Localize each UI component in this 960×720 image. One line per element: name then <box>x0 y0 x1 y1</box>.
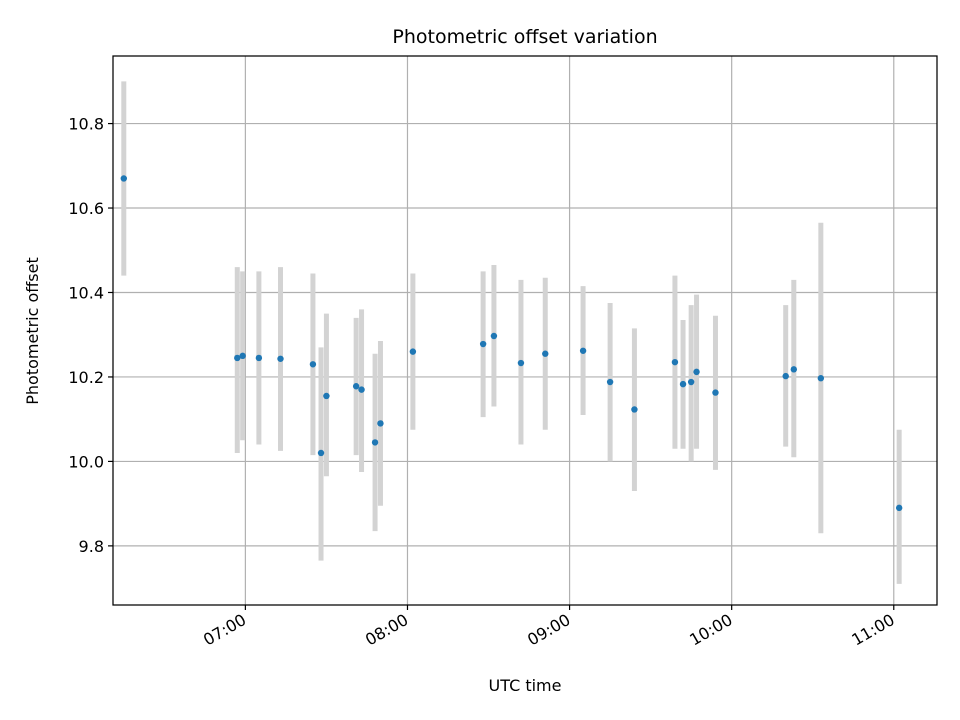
point-layer <box>120 175 903 512</box>
data-point <box>631 406 638 413</box>
data-point <box>579 347 587 354</box>
data-point <box>371 439 379 446</box>
data-point <box>409 348 417 355</box>
y-tick-label: 10.0 <box>68 452 104 471</box>
y-tick-label: 10.4 <box>68 283 104 302</box>
data-point <box>352 383 360 390</box>
y-tick-label: 10.8 <box>68 115 104 134</box>
data-point <box>490 332 498 340</box>
x-axis-label: UTC time <box>489 676 562 695</box>
data-point <box>377 420 384 427</box>
data-point <box>317 449 325 457</box>
data-point <box>671 358 679 366</box>
plot-frame <box>112 55 938 606</box>
grid-layer <box>113 56 937 605</box>
data-point <box>277 355 284 362</box>
data-point <box>479 340 487 348</box>
data-point <box>358 386 365 393</box>
data-point <box>323 392 330 400</box>
data-point <box>712 389 719 396</box>
data-point <box>309 361 317 368</box>
data-point <box>120 175 128 182</box>
data-point <box>790 366 798 373</box>
data-point <box>895 504 903 512</box>
data-point <box>782 372 789 380</box>
data-point <box>239 352 246 360</box>
y-tick-label: 10.2 <box>68 368 104 387</box>
chart-title: Photometric offset variation <box>392 26 657 48</box>
data-point <box>693 368 700 376</box>
data-point <box>679 380 687 388</box>
data-point <box>606 378 614 386</box>
y-tick-label: 9.8 <box>79 537 104 556</box>
data-point <box>517 359 525 367</box>
data-point <box>542 350 549 357</box>
y-axis-label: Photometric offset <box>23 257 42 405</box>
data-point <box>687 378 695 386</box>
data-point <box>234 354 241 362</box>
y-tick-label: 10.6 <box>68 199 104 218</box>
data-point <box>817 375 825 382</box>
data-point <box>255 354 263 362</box>
